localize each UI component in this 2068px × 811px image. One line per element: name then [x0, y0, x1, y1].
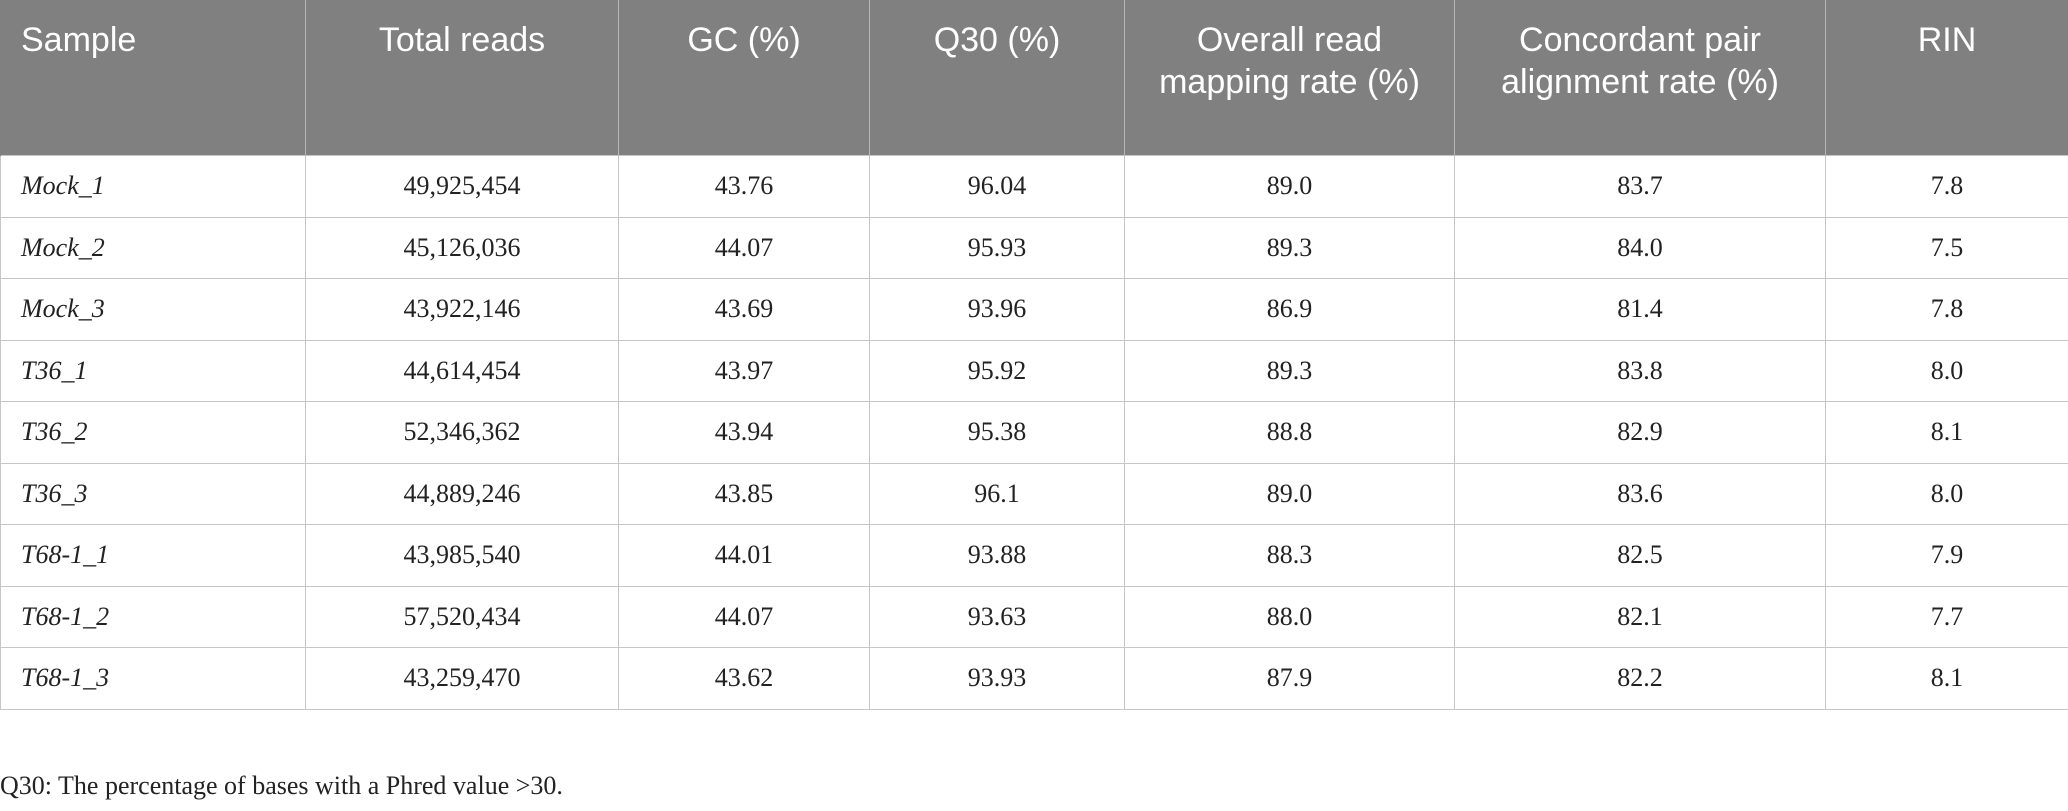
- cell-overall-mapping-rate: 89.0: [1124, 155, 1455, 218]
- cell-overall-mapping-rate: 89.3: [1124, 216, 1455, 279]
- cell-total-reads: 45,126,036: [305, 216, 619, 279]
- cell-q30: 95.38: [869, 401, 1125, 464]
- cell-total-reads: 43,922,146: [305, 278, 619, 341]
- cell-rin: 8.0: [1825, 339, 2068, 402]
- cell-concordant-pair-rate: 82.9: [1454, 401, 1826, 464]
- table-row: T36_1 44,614,454 43.97 95.92 89.3 83.8 8…: [0, 339, 2068, 402]
- table-row: T68-1_3 43,259,470 43.62 93.93 87.9 82.2…: [0, 647, 2068, 710]
- table-row: T36_3 44,889,246 43.85 96.1 89.0 83.6 8.…: [0, 462, 2068, 525]
- cell-q30: 93.88: [869, 524, 1125, 587]
- table-row: T68-1_2 57,520,434 44.07 93.63 88.0 82.1…: [0, 585, 2068, 648]
- header-overall-mapping-rate: Overall read mapping rate (%): [1124, 0, 1455, 156]
- header-rin: RIN: [1825, 0, 2068, 156]
- cell-rin: 7.5: [1825, 216, 2068, 279]
- cell-concordant-pair-rate: 82.1: [1454, 585, 1826, 648]
- cell-q30: 93.93: [869, 647, 1125, 710]
- cell-rin: 8.0: [1825, 462, 2068, 525]
- cell-total-reads: 44,889,246: [305, 462, 619, 525]
- cell-overall-mapping-rate: 89.0: [1124, 462, 1455, 525]
- cell-concordant-pair-rate: 83.8: [1454, 339, 1826, 402]
- cell-sample: T68-1_1: [0, 524, 306, 587]
- cell-rin: 8.1: [1825, 647, 2068, 710]
- cell-sample: Mock_1: [0, 155, 306, 218]
- cell-total-reads: 43,259,470: [305, 647, 619, 710]
- cell-rin: 7.8: [1825, 278, 2068, 341]
- cell-concordant-pair-rate: 84.0: [1454, 216, 1826, 279]
- cell-rin: 8.1: [1825, 401, 2068, 464]
- cell-gc: 44.07: [618, 585, 870, 648]
- cell-gc: 43.76: [618, 155, 870, 218]
- table-row: Mock_2 45,126,036 44.07 95.93 89.3 84.0 …: [0, 216, 2068, 279]
- cell-q30: 93.96: [869, 278, 1125, 341]
- cell-gc: 43.69: [618, 278, 870, 341]
- header-q30: Q30 (%): [869, 0, 1125, 156]
- table-footnote: Q30: The percentage of bases with a Phre…: [0, 771, 563, 800]
- cell-sample: Mock_3: [0, 278, 306, 341]
- cell-sample: T36_1: [0, 339, 306, 402]
- cell-sample: T68-1_2: [0, 585, 306, 648]
- table-row: Mock_3 43,922,146 43.69 93.96 86.9 81.4 …: [0, 278, 2068, 341]
- cell-overall-mapping-rate: 87.9: [1124, 647, 1455, 710]
- cell-rin: 7.8: [1825, 155, 2068, 218]
- header-concordant-pair-rate: Concordant pair alignment rate (%): [1454, 0, 1826, 156]
- table-row: T36_2 52,346,362 43.94 95.38 88.8 82.9 8…: [0, 401, 2068, 464]
- cell-q30: 96.1: [869, 462, 1125, 525]
- cell-overall-mapping-rate: 88.0: [1124, 585, 1455, 648]
- cell-q30: 93.63: [869, 585, 1125, 648]
- cell-rin: 7.7: [1825, 585, 2068, 648]
- cell-q30: 95.93: [869, 216, 1125, 279]
- cell-gc: 43.97: [618, 339, 870, 402]
- table-header-row: Sample Total reads GC (%) Q30 (%) Overal…: [0, 0, 2068, 156]
- cell-total-reads: 52,346,362: [305, 401, 619, 464]
- cell-gc: 43.85: [618, 462, 870, 525]
- cell-gc: 43.62: [618, 647, 870, 710]
- cell-concordant-pair-rate: 82.2: [1454, 647, 1826, 710]
- cell-sample: Mock_2: [0, 216, 306, 279]
- cell-sample: T36_2: [0, 401, 306, 464]
- cell-overall-mapping-rate: 88.8: [1124, 401, 1455, 464]
- cell-concordant-pair-rate: 83.7: [1454, 155, 1826, 218]
- cell-gc: 44.07: [618, 216, 870, 279]
- cell-concordant-pair-rate: 82.5: [1454, 524, 1826, 587]
- cell-total-reads: 43,985,540: [305, 524, 619, 587]
- cell-sample: T36_3: [0, 462, 306, 525]
- cell-sample: T68-1_3: [0, 647, 306, 710]
- header-gc: GC (%): [618, 0, 870, 156]
- header-total-reads: Total reads: [305, 0, 619, 156]
- cell-total-reads: 44,614,454: [305, 339, 619, 402]
- cell-overall-mapping-rate: 89.3: [1124, 339, 1455, 402]
- table-row: Mock_1 49,925,454 43.76 96.04 89.0 83.7 …: [0, 155, 2068, 218]
- cell-q30: 95.92: [869, 339, 1125, 402]
- sequencing-stats-table: Sample Total reads GC (%) Q30 (%) Overal…: [0, 0, 2068, 710]
- table-row: T68-1_1 43,985,540 44.01 93.88 88.3 82.5…: [0, 524, 2068, 587]
- cell-total-reads: 49,925,454: [305, 155, 619, 218]
- cell-total-reads: 57,520,434: [305, 585, 619, 648]
- cell-gc: 44.01: [618, 524, 870, 587]
- cell-gc: 43.94: [618, 401, 870, 464]
- cell-q30: 96.04: [869, 155, 1125, 218]
- cell-concordant-pair-rate: 83.6: [1454, 462, 1826, 525]
- cell-rin: 7.9: [1825, 524, 2068, 587]
- cell-overall-mapping-rate: 88.3: [1124, 524, 1455, 587]
- cell-concordant-pair-rate: 81.4: [1454, 278, 1826, 341]
- cell-overall-mapping-rate: 86.9: [1124, 278, 1455, 341]
- header-sample: Sample: [0, 0, 306, 156]
